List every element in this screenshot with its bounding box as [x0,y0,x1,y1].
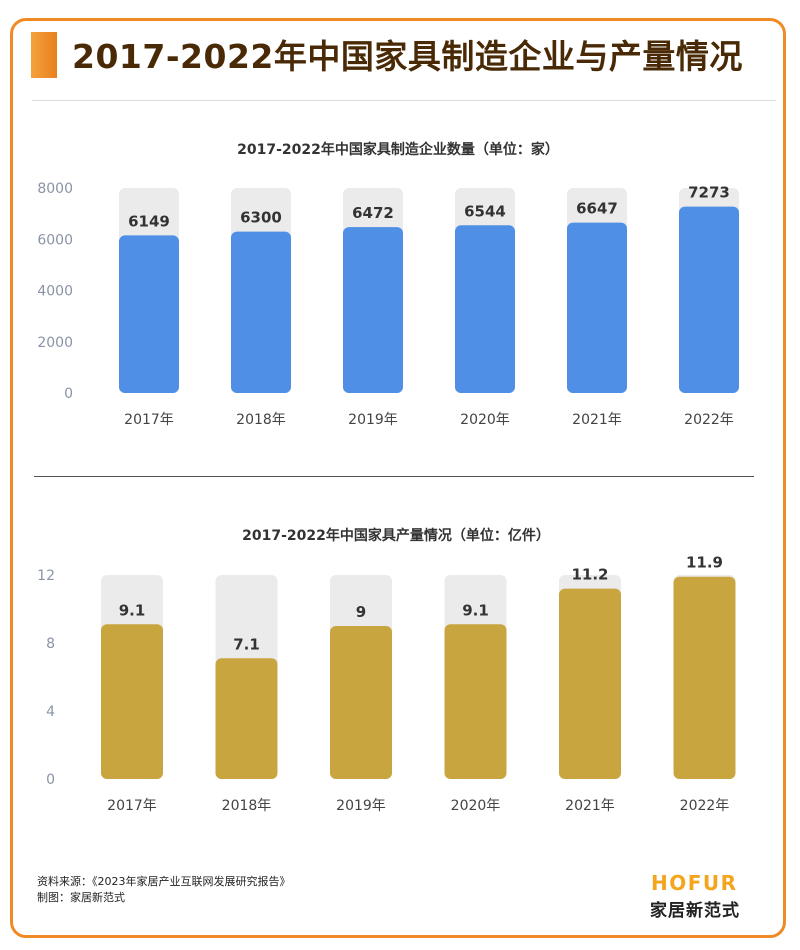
page-title: 2017-2022年中国家具制造企业与产量情况 [72,37,743,76]
output-x-tick-label: 2022年 [680,798,730,814]
enterprise-data-label: 6149 [128,212,170,230]
output-y-tick-label: 0 [46,772,55,788]
card-frame [10,18,786,938]
header-divider [32,100,776,101]
enterprise-x-tick-label: 2021年 [572,412,622,428]
enterprise-y-tick-label: 6000 [37,232,73,248]
output-data-label: 9 [356,603,366,621]
brand-logo-cn: 家居新范式 [650,901,740,921]
output-y-tick-label: 12 [37,568,55,584]
output-x-tick-label: 2017年 [107,798,157,814]
enterprise-x-tick-label: 2020年 [460,412,510,428]
enterprise-x-tick-label: 2017年 [124,412,174,428]
enterprise-bar [231,231,291,393]
enterprise-bar [119,235,179,393]
output-x-tick-label: 2018年 [222,798,272,814]
brand-logo-en: HOFUR [651,871,738,895]
chart2-title: 2017-2022年中国家具产量情况（单位：亿件） [242,528,550,544]
enterprise-bar [679,206,739,393]
output-x-tick-label: 2020年 [451,798,501,814]
enterprise-y-tick-label: 2000 [37,335,73,351]
output-y-tick-label: 8 [46,636,55,652]
output-bar [215,658,278,779]
enterprise-data-label: 6647 [576,200,618,218]
source-note: 资料来源：《2023年家居产业互联网发展研究报告》 [37,875,291,888]
output-bar [559,588,621,779]
enterprise-data-label: 6472 [352,204,394,222]
enterprise-y-tick-label: 4000 [37,284,73,300]
output-data-label: 9.1 [462,601,489,619]
enterprise-bar [567,222,627,393]
enterprise-x-tick-label: 2019年 [348,412,398,428]
enterprise-x-tick-label: 2022年 [684,412,734,428]
enterprise-data-label: 7273 [688,184,730,202]
output-x-tick-label: 2019年 [336,798,386,814]
enterprise-y-tick-label: 0 [64,386,73,402]
output-x-tick-label: 2021年 [565,798,615,814]
output-y-tick-label: 4 [46,704,55,720]
output-data-label: 9.1 [119,601,146,619]
footer-credits: 资料来源：《2023年家居产业互联网发展研究报告》 制图：家居新范式 [37,874,291,906]
output-data-label: 11.9 [686,554,723,572]
enterprise-bar [343,227,403,393]
output-data-label: 7.1 [233,635,260,653]
enterprise-data-label: 6300 [240,209,282,227]
output-bar [101,624,163,779]
enterprise-bar [455,225,515,393]
enterprise-x-tick-label: 2018年 [236,412,286,428]
output-bar [673,576,736,779]
chart1-title: 2017-2022年中国家具制造企业数量（单位：家） [237,142,559,158]
output-data-label: 11.2 [571,566,608,584]
output-bar [444,624,507,779]
maker-note: 制图：家居新范式 [37,891,125,904]
enterprise-data-label: 6544 [464,202,506,220]
output-bar [330,626,392,779]
enterprise-y-tick-label: 8000 [37,181,73,197]
section-divider [34,476,754,477]
title-accent-bar [31,32,57,78]
